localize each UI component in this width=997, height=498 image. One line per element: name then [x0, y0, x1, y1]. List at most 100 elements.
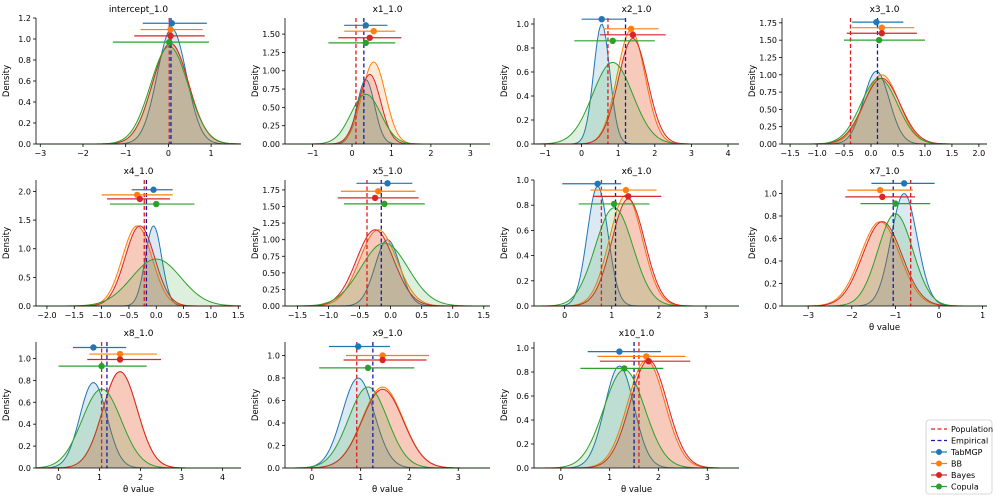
density-fill-Copula [782, 213, 987, 306]
density-fill-BB [534, 30, 739, 144]
x-tick-label: 0 [56, 473, 61, 482]
subplot-x1_1.0: −1 0 1 2 3 0.00 0.25 0.50 0.75 1.00 1.25 1.50 x1_1.0… [251, 5, 490, 158]
y-tick-label: 0.6 [267, 397, 280, 406]
x-tick-label: 0.5 [177, 311, 190, 320]
y-tick-label: 0.6 [18, 398, 31, 407]
x-tick-label: 3 [468, 149, 473, 158]
point-TabMGP [355, 343, 362, 350]
y-tick-label: 0.6 [516, 392, 529, 401]
point-TabMGP [873, 18, 880, 26]
y-tick-label: 1.0 [516, 176, 529, 185]
subplot-title: x7_1.0 [870, 167, 900, 177]
y-tick-label: 0.4 [764, 257, 777, 266]
y-tick-label: 0.8 [267, 374, 280, 383]
point-BB [379, 352, 386, 359]
x-tick-label: 0 [558, 473, 563, 482]
density-fill-Copula [36, 389, 241, 468]
subplot-x2_1.0: −1 0 1 2 3 4 0.0 0.2 0.4 0.6 0.8 1.0 x2_1.0 Density [500, 5, 739, 158]
density-fill-Copula [285, 243, 490, 306]
point-Bayes [136, 195, 144, 203]
point-Copula [364, 364, 372, 372]
y-tick-label: 0.4 [516, 92, 529, 101]
y-tick-label: 1.00 [262, 67, 280, 76]
y-tick-label: 0.75 [262, 85, 280, 94]
y-tick-label: 1.25 [262, 48, 280, 57]
x-tick-label: −2 [846, 311, 858, 320]
y-tick-label: 1.50 [262, 30, 280, 39]
y-axis-label: Density [500, 227, 510, 259]
x-tick-label: −1.0 [92, 311, 111, 320]
density-fill-Bayes [285, 74, 490, 144]
legend-label: Population [951, 425, 993, 434]
x-tick-label: 2 [138, 473, 143, 482]
point-Bayes [379, 356, 386, 364]
density-fill-TabMGP [285, 239, 490, 306]
point-Copula [362, 39, 370, 47]
y-tick-label: 0.4 [18, 420, 31, 429]
x-tick-label: −3 [34, 149, 46, 158]
point-Copula [166, 38, 173, 46]
y-tick-label: 0.0 [764, 302, 777, 311]
point-TabMGP [598, 16, 605, 23]
density-fill-BB [285, 229, 490, 306]
subplot-x10_1.0: 0 1 2 3 0.0 0.2 0.4 0.6 0.8 1.0 x10_1.0 Density θ va… [500, 329, 739, 495]
density-line-Copula [285, 242, 490, 307]
x-tick-label: 1 [607, 473, 612, 482]
legend-item-tabmgp: TabMGP [931, 448, 983, 457]
y-tick-label: 0.8 [18, 56, 31, 65]
x-tick-label: 4 [725, 149, 730, 158]
y-tick-label: 1.0 [516, 344, 529, 353]
legend-marker [936, 483, 942, 490]
y-tick-label: 0.0 [18, 464, 31, 473]
x-tick-label: 3 [179, 473, 184, 482]
y-axis-label: Density [500, 389, 510, 421]
y-tick-label: 0.4 [267, 419, 280, 428]
y-tick-label: 1.75 [262, 186, 280, 195]
point-BB [643, 353, 650, 360]
x-tick-label: −1.5 [65, 311, 84, 320]
x-tick-label: 1.0 [205, 311, 218, 320]
y-tick-label: 0.0 [267, 464, 280, 473]
point-BB [167, 26, 174, 33]
legend-marker [936, 460, 942, 467]
x-tick-label: −0.5 [834, 149, 853, 158]
subplot-title: intercept_1.0 [109, 5, 169, 15]
point-Copula [875, 36, 883, 44]
point-Copula [621, 365, 628, 372]
density-fill-BB [36, 43, 241, 145]
subplot-title: x1_1.0 [373, 5, 403, 15]
point-TabMGP [362, 22, 370, 29]
subplot-x8_1.0: 0 1 2 3 4 0.0 0.2 0.4 0.6 0.8 1.0 x8_1.0 Density θ va… [2, 329, 241, 495]
y-tick-label: 0.75 [262, 252, 280, 261]
x-tick-label: 0.5 [415, 311, 428, 320]
y-tick-label: 1.0 [18, 35, 31, 44]
x-tick-label: 1 [616, 149, 621, 158]
density-fill-BB [782, 74, 987, 144]
y-tick-label: 1.0 [267, 352, 280, 361]
y-tick-label: 0.4 [18, 98, 31, 107]
y-axis-label: Density [251, 389, 261, 421]
point-BB [116, 350, 124, 358]
subplot-title: x3_1.0 [870, 5, 900, 15]
x-tick-label: −1.0 [807, 149, 826, 158]
y-tick-label: 0.2 [18, 119, 31, 128]
subplot-x7_1.0: −3 −2 −1 0 1 0.0 0.2 0.4 0.6 0.8 1.0 x7_1.0 Density θ… [748, 167, 987, 333]
x-tick-label: 0 [562, 311, 567, 320]
legend-label: Bayes [951, 471, 975, 480]
x-tick-label: 2.0 [973, 149, 986, 158]
y-tick-label: 0.0 [18, 140, 31, 149]
y-tick-label: 0.2 [764, 280, 777, 289]
y-axis-label: Density [748, 65, 758, 97]
y-tick-label: 0.0 [516, 140, 529, 149]
x-tick-label: −1.0 [319, 311, 338, 320]
y-tick-label: 0.6 [764, 235, 777, 244]
point-TabMGP [616, 348, 623, 355]
y-tick-label: 0.25 [262, 122, 280, 131]
density-fill-Bayes [782, 221, 987, 306]
point-Bayes [629, 31, 637, 38]
density-fill-TabMGP [782, 193, 987, 306]
point-BB [622, 186, 630, 194]
x-tick-label: 2 [652, 149, 657, 158]
subplot-title: x8_1.0 [124, 329, 154, 339]
density-fill-TabMGP [782, 71, 987, 144]
